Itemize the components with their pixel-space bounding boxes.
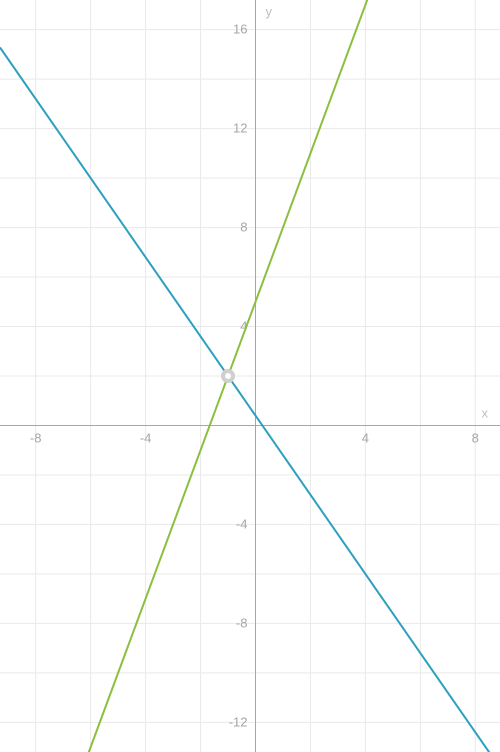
y-tick-label: -4 (236, 516, 248, 531)
y-tick-label: 8 (240, 220, 247, 235)
intersection-marker-inner (225, 373, 231, 379)
y-tick-label: -12 (229, 714, 248, 729)
line-chart: -8-448-12-8-4481216xy (0, 0, 500, 752)
series-line-a (0, 47, 500, 752)
x-tick-label: 4 (362, 430, 369, 445)
y-tick-label: -8 (236, 615, 248, 630)
x-tick-label: -8 (30, 430, 42, 445)
y-tick-label: 16 (233, 22, 247, 37)
y-axis-label: y (265, 4, 272, 19)
x-axis-label: x (482, 405, 489, 420)
x-tick-label: -4 (140, 430, 152, 445)
x-tick-label: 8 (472, 430, 479, 445)
y-tick-label: 12 (233, 121, 247, 136)
